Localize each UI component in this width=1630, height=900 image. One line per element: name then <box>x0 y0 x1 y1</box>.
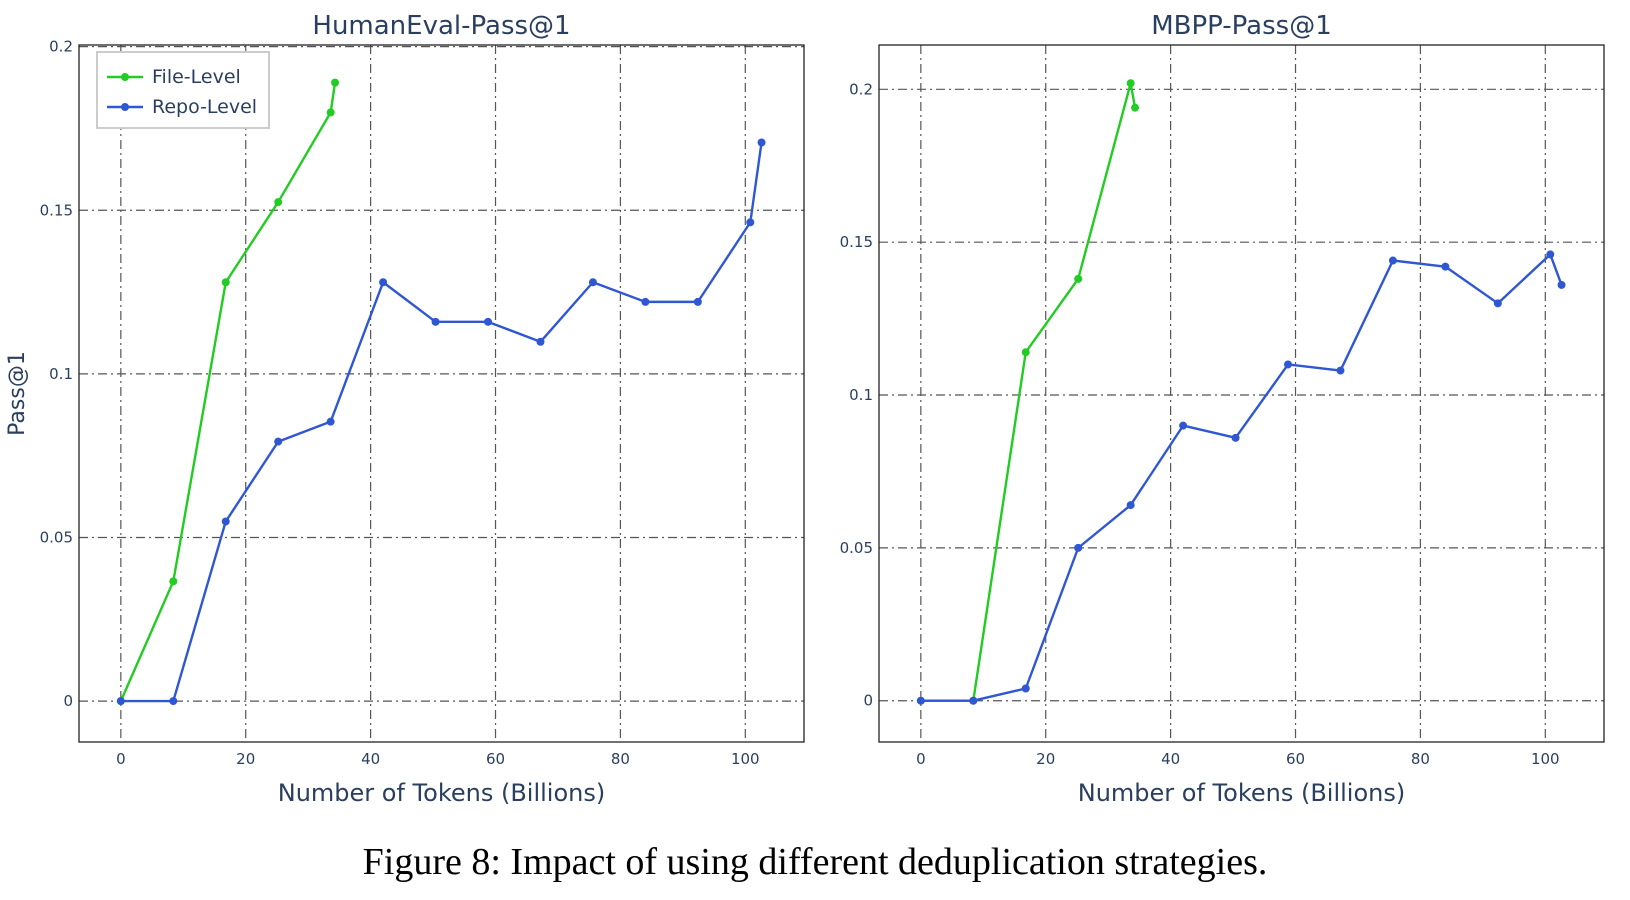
x-tick-label: 40 <box>361 750 380 768</box>
y-tick-label: 0.05 <box>840 539 873 557</box>
x-tick-label: 20 <box>1036 750 1055 768</box>
x-tick-label: 100 <box>731 750 760 768</box>
data-point <box>969 696 978 705</box>
series-line <box>920 82 1137 702</box>
y-tick-label: 0 <box>863 692 873 710</box>
data-point <box>1557 280 1566 289</box>
legend-box <box>96 51 270 129</box>
data-point <box>641 297 650 306</box>
chart-1: 0 20 40 60 80 100 0 0.05 0.1 0.15 0.2 HumanEval-Pas… <box>5 11 805 807</box>
chart-title: HumanEval-Pass@1 <box>312 11 570 41</box>
data-point <box>326 108 335 117</box>
data-point <box>221 517 230 526</box>
y-tick-label: 0.1 <box>49 365 73 383</box>
series-line <box>120 142 763 703</box>
x-tick-label: 80 <box>611 750 630 768</box>
x-tick-label: 20 <box>236 750 255 768</box>
y-tick-label: 0.15 <box>40 201 73 219</box>
data-point <box>1021 684 1030 693</box>
data-point <box>693 297 702 306</box>
legend-marker <box>121 73 129 81</box>
data-point <box>1336 366 1345 375</box>
data-point <box>1179 421 1188 430</box>
series-line <box>119 82 337 702</box>
data-point <box>746 218 755 227</box>
data-point <box>1126 79 1135 88</box>
y-tick-label: 0.15 <box>840 233 873 251</box>
chart-title: MBPP-Pass@1 <box>1151 11 1332 41</box>
data-point <box>588 278 597 287</box>
series-repo-level <box>116 138 766 706</box>
x-tick-label: 40 <box>1161 750 1180 768</box>
data-point <box>536 337 545 346</box>
data-point <box>1441 262 1450 271</box>
series-repo-level <box>916 250 1566 705</box>
plot-frame <box>878 44 1605 743</box>
x-axis-label: Number of Tokens (Billions) <box>1078 779 1405 807</box>
data-point <box>1546 250 1555 259</box>
chart-2: 0 20 40 60 80 100 0 0.05 0.1 0.15 0.2 MBPP-Pass@1 Nu… <box>840 11 1605 807</box>
legend-label: Repo-Level <box>152 96 257 118</box>
data-point <box>1074 274 1083 283</box>
data-point <box>326 417 335 426</box>
data-point <box>757 138 766 147</box>
data-point <box>1021 348 1030 357</box>
x-tick-label: 100 <box>1531 750 1560 768</box>
series-line <box>920 253 1563 702</box>
figure-caption: Figure 8: Impact of using different dedu… <box>362 841 1268 883</box>
data-point <box>1131 103 1140 112</box>
legend-marker <box>121 103 129 111</box>
x-tick-label: 0 <box>116 750 126 768</box>
data-point <box>331 78 340 87</box>
data-point <box>484 317 493 326</box>
data-point <box>916 696 925 705</box>
y-axis-label: Pass@1 <box>5 351 30 436</box>
data-point <box>1126 501 1135 510</box>
y-tick-label: 0.2 <box>849 80 873 98</box>
y-tick-label: 0.05 <box>40 528 73 546</box>
series-file-level <box>116 78 340 706</box>
data-point <box>169 697 178 706</box>
y-tick-label: 0.2 <box>49 38 73 56</box>
x-tick-label: 60 <box>486 750 505 768</box>
data-point <box>221 278 230 287</box>
x-axis-label: Number of Tokens (Billions) <box>278 779 605 807</box>
data-point <box>431 317 440 326</box>
y-tick-label: 0.1 <box>849 386 873 404</box>
data-point <box>1388 256 1397 265</box>
data-point <box>1231 433 1240 442</box>
series-file-level <box>916 79 1140 705</box>
data-point <box>274 198 283 207</box>
y-tick-label: 0 <box>63 692 73 710</box>
x-tick-label: 80 <box>1411 750 1430 768</box>
data-point <box>1284 360 1293 369</box>
data-point <box>116 697 125 706</box>
data-point <box>379 278 388 287</box>
data-point <box>1074 543 1083 552</box>
data-point <box>169 577 178 586</box>
legend: File-Level Repo-Level <box>96 51 270 129</box>
data-point <box>1493 299 1502 308</box>
plot-frame <box>78 44 805 743</box>
x-tick-label: 60 <box>1286 750 1305 768</box>
x-tick-label: 0 <box>916 750 926 768</box>
legend-label: File-Level <box>152 66 241 88</box>
data-point <box>274 437 283 446</box>
